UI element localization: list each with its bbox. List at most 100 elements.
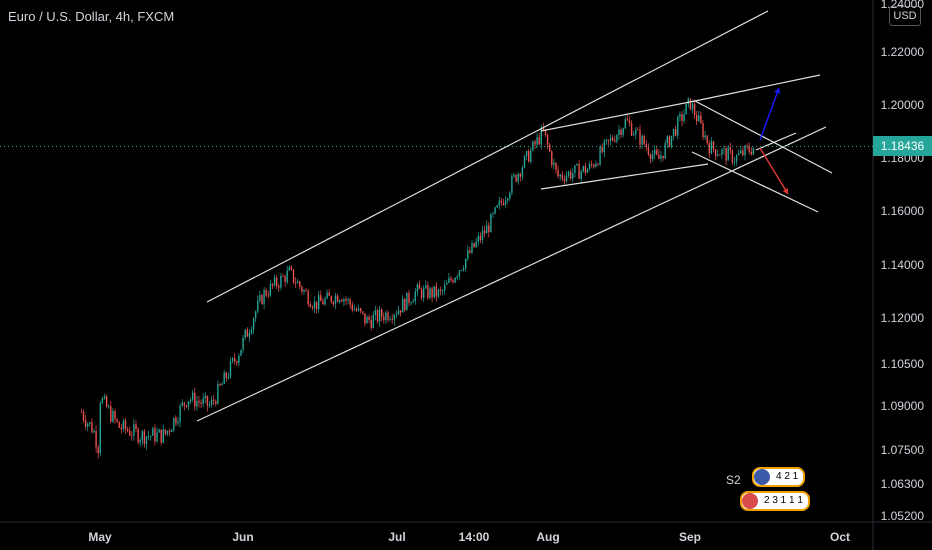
candle-body: [143, 431, 146, 445]
candle-body: [227, 376, 230, 379]
trendline[interactable]: [694, 74, 821, 102]
candle-body: [124, 420, 127, 430]
candle-body: [347, 299, 349, 301]
candle-body: [469, 250, 471, 253]
candlestick-series: [80, 97, 755, 459]
trendline[interactable]: [694, 100, 833, 174]
bearish-arrow[interactable]: [759, 147, 789, 195]
candle-body: [355, 309, 358, 311]
candle-body: [362, 311, 364, 314]
candle-body: [429, 288, 431, 298]
candle-body: [343, 299, 345, 302]
candle-body: [439, 289, 442, 291]
candle-body: [525, 150, 528, 156]
candle-body: [538, 137, 540, 145]
price-tick-label: 1.07500: [880, 443, 924, 457]
candle-body: [95, 431, 97, 448]
candle-body: [593, 164, 595, 167]
candle-body: [240, 349, 242, 356]
candle-body: [236, 361, 238, 364]
candle-body: [191, 392, 194, 400]
candle-body: [700, 115, 702, 124]
candle-body: [223, 372, 225, 384]
candle-body: [103, 396, 106, 399]
candle-body: [114, 410, 116, 420]
time-tick-label: Sep: [678, 530, 702, 544]
trendline[interactable]: [196, 126, 827, 422]
currency-button[interactable]: USD: [889, 6, 921, 26]
candle-body: [446, 282, 448, 285]
candle-body: [530, 150, 532, 162]
candle-body: [437, 289, 440, 297]
candle-body: [555, 162, 557, 170]
trendline[interactable]: [755, 132, 797, 151]
candle-body: [338, 300, 341, 302]
events-badge-bottom[interactable]: 2 3 1 1 1: [740, 491, 810, 511]
candle-body: [137, 428, 139, 443]
time-tick-label: May: [88, 530, 112, 544]
candle-body: [322, 301, 324, 305]
candle-body: [414, 291, 416, 302]
candle-body: [326, 292, 328, 299]
price-tick-label: 1.14000: [880, 258, 924, 272]
trendline[interactable]: [691, 151, 819, 213]
candle-body: [286, 270, 288, 283]
candle-body: [278, 285, 280, 288]
candle-body: [576, 164, 578, 166]
candle-body: [679, 114, 681, 117]
candle-body: [311, 306, 314, 309]
candle-body: [746, 145, 748, 147]
candle-body: [716, 154, 719, 157]
candle-body: [559, 174, 561, 177]
candle-body: [372, 315, 374, 328]
candle-body: [551, 151, 553, 166]
candle-body: [693, 103, 696, 116]
candle-body: [273, 277, 276, 286]
candle-body: [485, 225, 488, 234]
candle-body: [733, 161, 736, 163]
price-tick-label: 1.05200: [880, 509, 924, 523]
candle-body: [702, 123, 704, 138]
candle-body: [672, 129, 675, 136]
candle-body: [628, 120, 631, 124]
candle-body: [467, 250, 469, 259]
candle-body: [645, 144, 647, 148]
candle-body: [139, 439, 141, 443]
candle-body: [385, 312, 387, 321]
candle-body: [498, 200, 500, 206]
candle-body: [345, 299, 347, 301]
candle-body: [553, 162, 555, 166]
time-tick-label: 14:00: [458, 530, 490, 544]
candle-body: [492, 213, 494, 215]
candle-body: [313, 301, 316, 309]
candle-body: [238, 355, 240, 364]
candle-body: [202, 398, 204, 404]
trendline[interactable]: [540, 163, 709, 190]
candle-body: [691, 103, 694, 110]
candle-body: [229, 361, 232, 377]
candle-body: [695, 115, 698, 122]
bullish-arrow[interactable]: [759, 87, 780, 141]
candle-body: [532, 141, 534, 151]
candle-body: [569, 171, 572, 179]
candle-body: [721, 149, 723, 155]
candle-body: [534, 141, 536, 145]
trendline[interactable]: [540, 100, 696, 132]
candle-body: [515, 174, 517, 182]
candle-body: [481, 230, 484, 241]
candle-body: [269, 283, 272, 296]
candle-body: [622, 128, 624, 135]
events-badge-top[interactable]: 4 2 1: [752, 467, 806, 487]
candle-body: [425, 285, 427, 289]
candle-body: [729, 147, 731, 151]
candle-body: [683, 114, 685, 121]
candle-body: [422, 288, 425, 298]
trendline-drawings[interactable]: [196, 10, 833, 422]
candle-body: [120, 427, 122, 430]
candle-body: [588, 163, 591, 170]
candle-body: [368, 316, 370, 320]
candle-body: [607, 139, 610, 141]
trendline[interactable]: [206, 10, 769, 303]
candle-body: [542, 127, 545, 130]
